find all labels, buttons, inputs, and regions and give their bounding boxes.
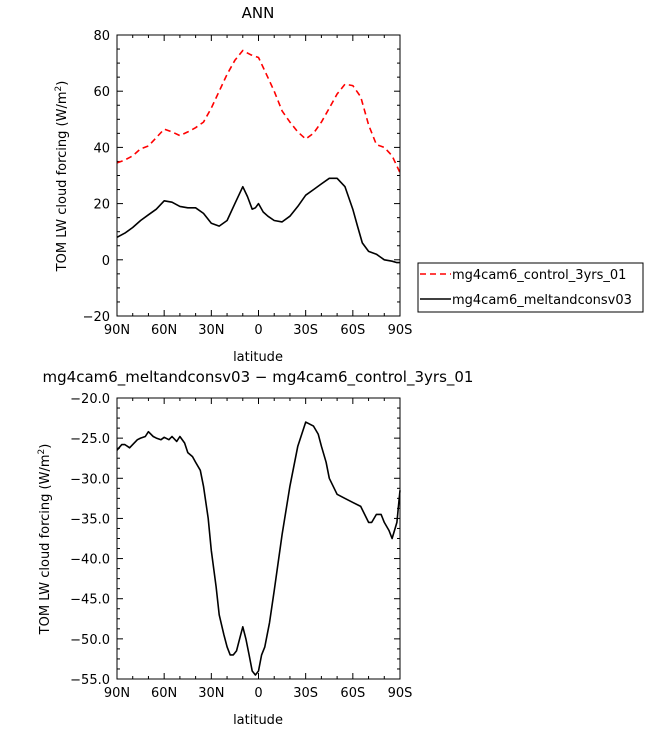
top-x-tick-label: 30N — [198, 323, 224, 338]
bottom-x-tick-label: 90S — [388, 686, 413, 701]
top-plot-ticks: 90N 60N 30N 0 30S 60S 90S −20 0 20 40 60 80 — [83, 29, 413, 338]
bottom-x-tick-label: 0 — [254, 686, 262, 701]
top-y-tick-label: 80 — [93, 29, 110, 44]
bottom-y-tick-label: −45.0 — [70, 593, 110, 608]
bottom-y-tick-label: −55.0 — [70, 673, 110, 688]
top-x-axis-label: latitude — [233, 350, 283, 365]
top-series-line-1 — [116, 177, 400, 264]
top-chart-title: ANN — [242, 4, 275, 22]
top-y-tick-label: −20 — [83, 310, 110, 325]
bottom-plot-series — [116, 421, 401, 676]
top-x-tick-label: 90N — [104, 323, 130, 338]
legend-control-label: mg4cam6_control_3yrs_01 — [452, 268, 626, 283]
top-y-axis-label: TOM LW cloud forcing (W/m2) — [54, 81, 70, 273]
bottom-x-tick-label: 60S — [340, 686, 365, 701]
top-y-tick-label: 40 — [93, 141, 110, 156]
bottom-chart-title: mg4cam6_meltandconsv03 − mg4cam6_control… — [43, 368, 474, 387]
legend-melt-label: mg4cam6_meltandconsv03 — [452, 293, 632, 308]
bottom-y-tick-label: −50.0 — [70, 633, 110, 648]
top-panel: ANN 90N 60N 30N 0 30S 60S 90S −20 0 20 40 60 80 lati… — [54, 4, 412, 365]
top-x-tick-label: 30S — [293, 323, 318, 338]
bottom-x-tick-label: 60N — [151, 686, 177, 701]
bottom-panel: mg4cam6_meltandconsv03 − mg4cam6_control… — [37, 368, 473, 728]
bottom-x-axis-label: latitude — [233, 713, 283, 728]
bottom-y-tick-label: −40.0 — [70, 553, 110, 568]
bottom-y-tick-label: −30.0 — [70, 472, 110, 487]
bottom-y-tick-label: −20.0 — [70, 392, 110, 407]
top-plot-series — [116, 49, 401, 264]
top-y-tick-label: 60 — [93, 85, 110, 100]
top-series-line-0 — [116, 49, 401, 174]
top-x-tick-label: 60S — [340, 323, 365, 338]
bottom-x-tick-label: 30N — [198, 686, 224, 701]
top-y-tick-label: 20 — [93, 198, 110, 213]
bottom-plot-frame — [116, 397, 401, 680]
top-y-tick-label: 0 — [102, 254, 110, 269]
top-x-tick-label: 60N — [151, 323, 177, 338]
bottom-y-axis-label: TOM LW cloud forcing (W/m2) — [37, 444, 53, 636]
bottom-x-tick-label: 30S — [293, 686, 318, 701]
legend-box — [417, 262, 644, 313]
bottom-plot-ticks: 90N 60N 30N 0 30S 60S 90S −55.0 −50.0 −45.0 −40.0 −… — [70, 392, 412, 701]
bottom-y-tick-label: −25.0 — [70, 432, 110, 447]
bottom-x-tick-label: 90N — [104, 686, 130, 701]
bottom-y-tick-label: −35.0 — [70, 512, 110, 527]
top-x-tick-label: 90S — [388, 323, 413, 338]
top-x-tick-label: 0 — [254, 323, 262, 338]
bottom-series-line-0 — [116, 421, 401, 676]
top-plot-frame — [116, 34, 401, 317]
legend: mg4cam6_control_3yrs_01 mg4cam6_meltandc… — [417, 262, 644, 313]
